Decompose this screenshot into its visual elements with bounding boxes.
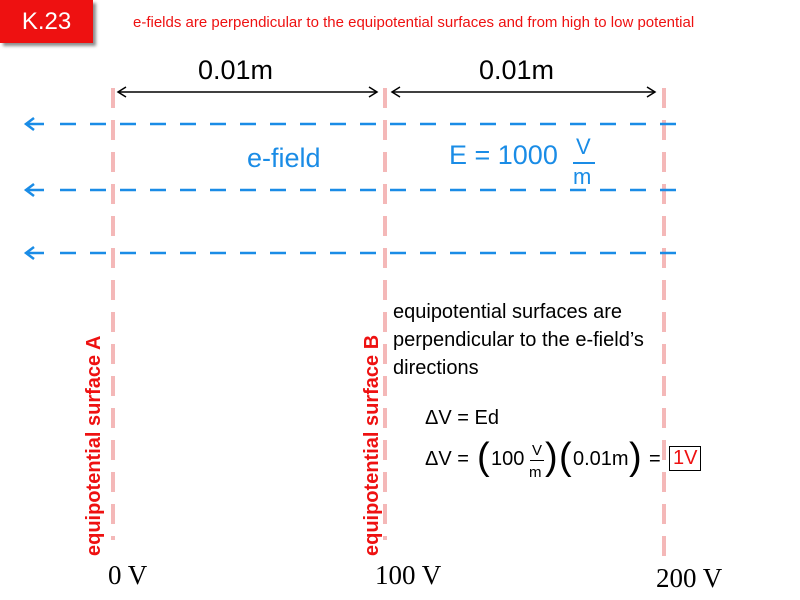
equation-2-value-2: 0.01m bbox=[573, 448, 629, 470]
paren-open-2: ( bbox=[559, 436, 572, 478]
distance-label-right: 0.01m bbox=[479, 55, 555, 85]
voltage-label-b: 100 V bbox=[375, 560, 442, 590]
paren-open-1: ( bbox=[477, 436, 490, 478]
equation-2-denominator: m bbox=[529, 464, 542, 481]
slide-heading: e-fields are perpendicular to the equipo… bbox=[133, 14, 695, 31]
surface-label-a: equipotential surface A bbox=[83, 335, 105, 556]
equation-2-value-1: 100 bbox=[491, 448, 525, 470]
equation-2-fraction-bar bbox=[530, 460, 544, 461]
field-formula-denominator: m bbox=[573, 164, 592, 189]
distance-arrow-right bbox=[390, 86, 657, 98]
description-text: equipotential surfaces are perpendicular… bbox=[393, 301, 644, 379]
voltage-label-a: 0 V bbox=[108, 560, 148, 590]
equation-2: ΔV = ( 100 V m ) ( 0.01m ) = 1V bbox=[425, 436, 725, 490]
slide-badge: K.23 bbox=[0, 0, 93, 43]
field-line-1 bbox=[23, 117, 690, 131]
distance-label-left: 0.01m bbox=[198, 55, 274, 85]
equation-2-equals: = bbox=[649, 448, 661, 470]
surface-label-b: equipotential surface B bbox=[361, 334, 383, 556]
voltage-label-c: 200 V bbox=[656, 563, 723, 593]
field-formula-numerator: V bbox=[576, 134, 591, 159]
equation-2-result: 1V bbox=[669, 446, 702, 471]
paren-close-2: ) bbox=[629, 436, 642, 478]
equation-2-lhs: ΔV = bbox=[425, 448, 469, 470]
equation-2-numerator: V bbox=[532, 442, 543, 459]
equation-1: ΔV = Ed bbox=[425, 407, 499, 429]
field-line-2 bbox=[23, 183, 690, 197]
distance-arrow-left bbox=[116, 86, 379, 98]
field-formula-lhs: E = 1000 bbox=[449, 140, 558, 170]
field-line-3 bbox=[23, 246, 690, 260]
field-label: e-field bbox=[247, 143, 321, 173]
paren-close-1: ) bbox=[545, 436, 558, 478]
field-formula-bar bbox=[573, 162, 595, 164]
